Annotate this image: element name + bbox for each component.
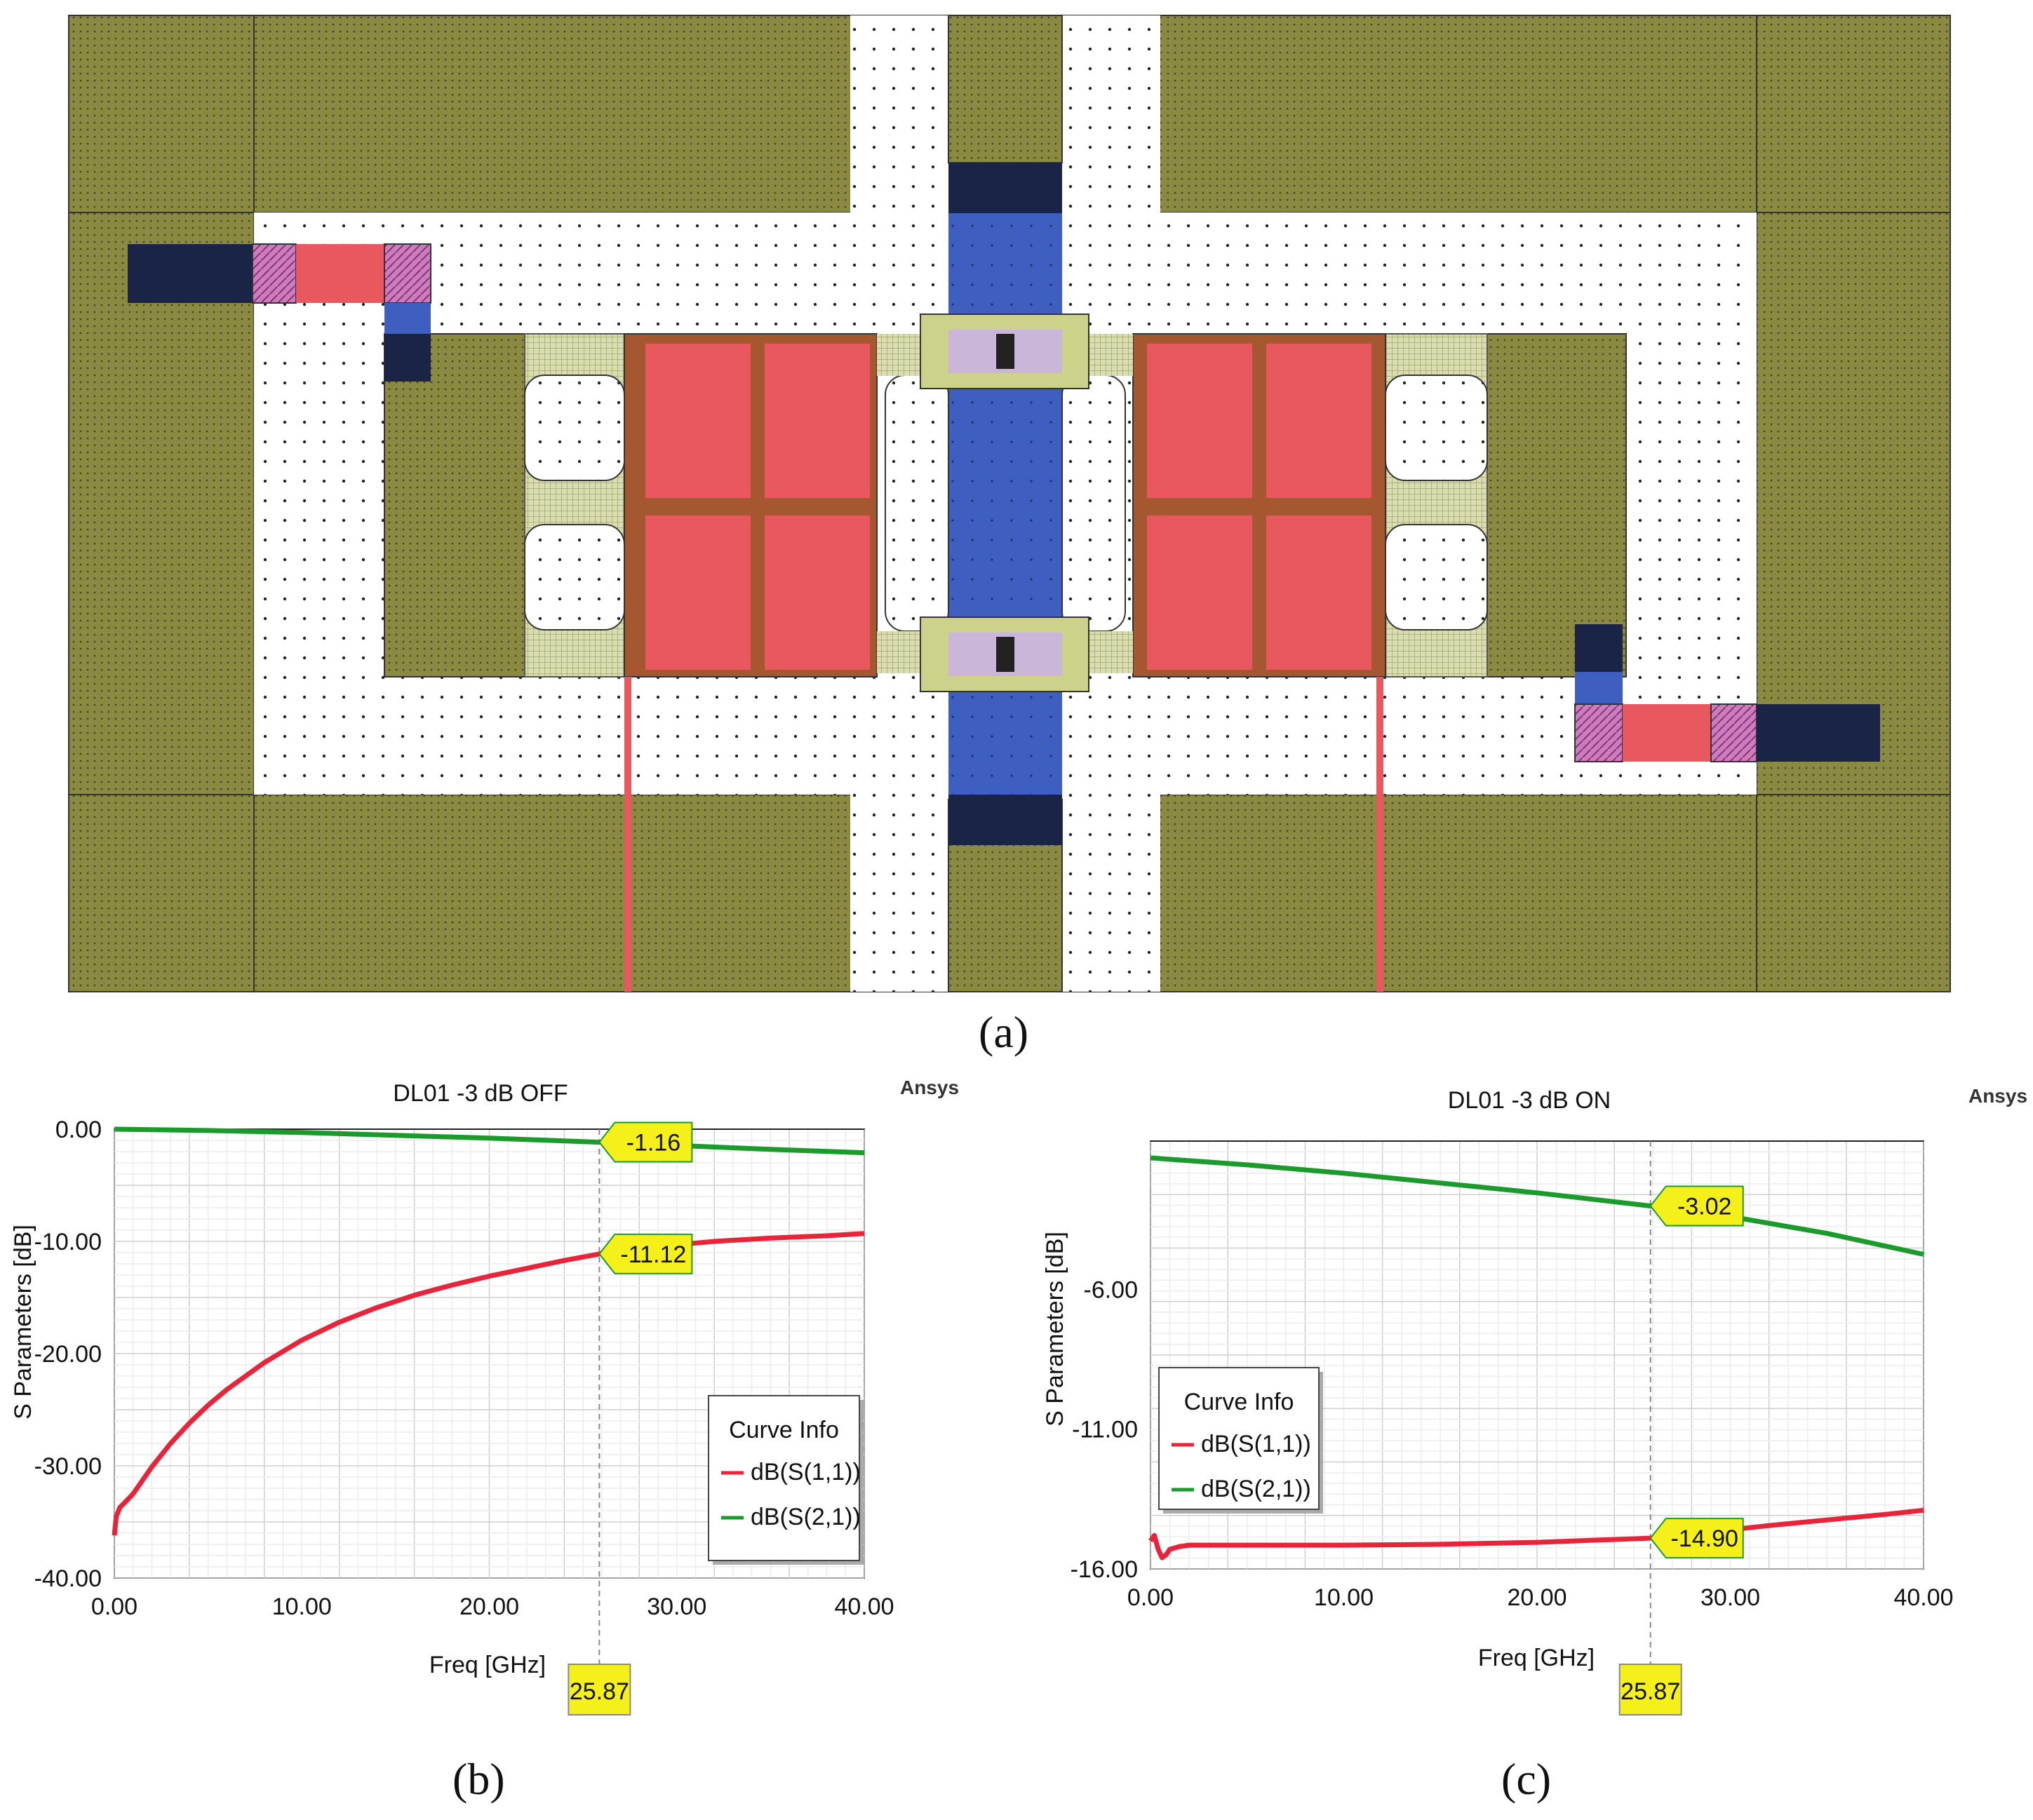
marker-flag	[598, 1121, 693, 1163]
marker-flag	[1649, 1518, 1744, 1559]
port-left	[128, 243, 431, 382]
legend-title: Curve Info	[729, 1417, 839, 1443]
legend-entry: dB(S(1,1))	[751, 1459, 861, 1485]
y-tick-label: -16.00	[1071, 1556, 1138, 1583]
bias-line-left	[624, 677, 631, 992]
y-tick-label: -11.00	[1072, 1417, 1138, 1443]
x-marker-label: 25.87	[570, 1678, 629, 1705]
series-line	[1150, 1155, 1924, 1257]
marker-flag	[598, 1233, 693, 1274]
y-tick-label: -40.00	[34, 1565, 102, 1592]
x-tick-label: 20.00	[1507, 1584, 1566, 1611]
ansys-watermark: Ansys	[900, 1077, 959, 1098]
y-tick-label: -30.00	[34, 1453, 102, 1480]
x-marker-label: 25.87	[1621, 1678, 1680, 1705]
x-tick-label: 0.00	[91, 1593, 137, 1620]
release-holes	[524, 375, 1488, 632]
legend-box	[708, 1395, 860, 1561]
marker-label: -14.90	[1671, 1525, 1738, 1552]
x-tick-label: 40.00	[834, 1593, 894, 1620]
y-axis-label: S Parameters [dB]	[1042, 1232, 1068, 1427]
center-line	[948, 163, 1062, 800]
plot-frame	[114, 1128, 865, 1579]
x-tick-label: 30.00	[647, 1593, 706, 1620]
caption-a: (a)	[979, 1007, 1029, 1057]
legend-box	[1158, 1367, 1320, 1510]
marker-label: -1.16	[626, 1130, 681, 1157]
plot-area: 0.00 10.00 20.00 30.00 40.00 -6.00 -11.00 -16.0…	[1071, 1140, 1954, 1715]
y-axis-label: S Parameters [dB]	[10, 1225, 36, 1420]
y-tick-label: -10.00	[34, 1229, 102, 1255]
line-anchor-top	[948, 163, 1062, 213]
x-marker-box	[1618, 1664, 1682, 1715]
ansys-watermark: Ansys	[1968, 1085, 2027, 1107]
legend-shadow	[713, 1400, 864, 1565]
legend-shadow	[1163, 1372, 1323, 1514]
layout-panel	[68, 15, 1951, 992]
x-tick-label: 40.00	[1893, 1584, 1953, 1611]
plot-area: 0.00 10.00 20.00 30.00 40.00 0.00 -10.00 -20.00…	[34, 1117, 894, 1715]
ground-islands	[384, 15, 1627, 992]
legend-title: Curve Info	[1184, 1389, 1294, 1415]
caption-b: (b)	[452, 1754, 505, 1804]
y-tick-label: 0.00	[55, 1117, 102, 1143]
x-tick-label: 0.00	[1127, 1584, 1174, 1611]
series-line	[1148, 1507, 1924, 1561]
legend-entry: dB(S(1,1))	[1201, 1431, 1311, 1457]
x-axis-label: Freq [GHz]	[1478, 1645, 1595, 1671]
chart-title: DL01 -3 dB ON	[1448, 1087, 1611, 1114]
marker-flag	[1649, 1185, 1744, 1227]
series-line	[112, 1231, 865, 1536]
port-right	[1574, 624, 1880, 762]
bridges	[877, 314, 1133, 692]
series-line	[114, 1126, 865, 1156]
x-tick-label: 20.00	[459, 1593, 519, 1620]
y-tick-label: -20.00	[34, 1341, 102, 1368]
line-anchor-bottom	[948, 795, 1062, 845]
x-tick-label: 10.00	[272, 1593, 332, 1620]
legend-entry: dB(S(2,1))	[1201, 1476, 1311, 1502]
x-tick-label: 30.00	[1700, 1584, 1760, 1611]
x-marker-box	[568, 1664, 631, 1715]
chart-title: DL01 -3 dB OFF	[393, 1080, 568, 1107]
plot-frame	[1150, 1140, 1924, 1570]
x-tick-label: 10.00	[1314, 1584, 1374, 1611]
y-tick-label: -6.00	[1084, 1276, 1139, 1303]
caption-c: (c)	[1501, 1754, 1552, 1804]
marker-label: -3.02	[1677, 1193, 1732, 1220]
marker-label: -11.12	[620, 1241, 686, 1268]
legend-entry: dB(S(2,1))	[751, 1504, 861, 1530]
x-axis-label: Freq [GHz]	[429, 1652, 546, 1678]
bias-line-right	[1376, 677, 1383, 992]
